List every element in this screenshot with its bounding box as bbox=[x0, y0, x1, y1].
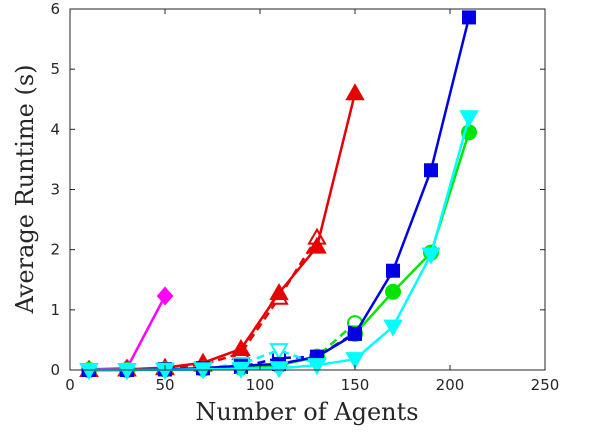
y-tick-label: 4 bbox=[50, 120, 60, 138]
data-point-marker bbox=[462, 10, 476, 25]
data-point-marker bbox=[421, 247, 441, 265]
data-point-marker bbox=[383, 319, 403, 337]
data-point-marker bbox=[231, 338, 251, 356]
x-axis-label: Number of Agents bbox=[195, 398, 418, 426]
data-point-marker bbox=[348, 326, 362, 341]
data-point-marker bbox=[345, 83, 365, 101]
y-tick-label: 5 bbox=[50, 60, 60, 78]
data-point-marker bbox=[269, 282, 289, 300]
data-point-marker bbox=[459, 110, 479, 128]
data-point-marker bbox=[269, 343, 289, 361]
data-point-marker bbox=[424, 163, 438, 178]
data-point-marker bbox=[156, 286, 174, 306]
x-tick-label: 0 bbox=[65, 376, 75, 394]
data-point-marker bbox=[155, 363, 175, 381]
x-tick-label: 50 bbox=[155, 376, 174, 394]
x-tick-label: 250 bbox=[531, 376, 560, 394]
y-tick-label: 0 bbox=[50, 361, 60, 379]
y-tick-label: 6 bbox=[50, 0, 60, 18]
data-point-marker bbox=[385, 283, 401, 300]
data-point-marker bbox=[307, 358, 327, 376]
y-axis-label: Average Runtime (s) bbox=[11, 64, 39, 314]
y-tick-label: 3 bbox=[50, 181, 60, 199]
y-tick-label: 2 bbox=[50, 241, 60, 259]
x-tick-label: 100 bbox=[246, 376, 275, 394]
tick-layer: 0 50 100 150 200 250 0 1 2 3 4 5 6 bbox=[50, 0, 559, 394]
data-point-marker bbox=[307, 236, 327, 254]
data-point-marker bbox=[269, 361, 289, 379]
data-point-marker bbox=[117, 363, 137, 381]
y-tick-label: 1 bbox=[50, 301, 60, 319]
x-tick-label: 200 bbox=[436, 376, 465, 394]
data-point-marker bbox=[345, 352, 365, 370]
x-tick-label: 150 bbox=[341, 376, 370, 394]
data-point-marker bbox=[386, 263, 400, 278]
data-point-marker bbox=[79, 363, 99, 381]
